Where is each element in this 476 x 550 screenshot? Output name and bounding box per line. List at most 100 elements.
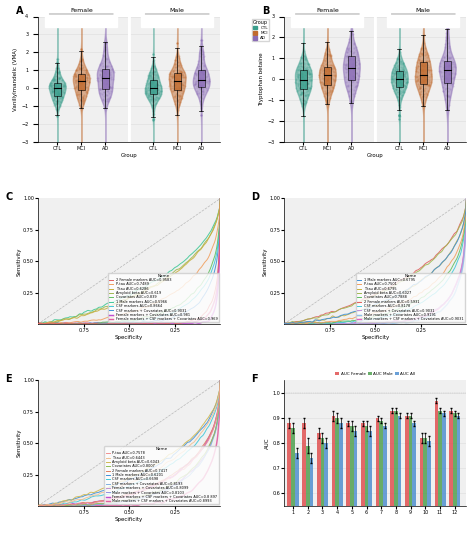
Point [50, 96, 58, 104]
Point [423, 48, 431, 57]
Text: Male: Male [416, 8, 431, 13]
Point [324, 63, 331, 72]
Point [106, 92, 114, 101]
Point [144, 74, 152, 83]
Point [329, 67, 337, 75]
Point [197, 67, 205, 75]
Point [105, 80, 113, 89]
Point [79, 97, 86, 106]
Point [341, 63, 348, 72]
Point [149, 78, 156, 86]
Point [56, 81, 63, 90]
Point [306, 69, 313, 78]
Point [201, 66, 208, 75]
Point [416, 74, 423, 83]
Point [191, 69, 198, 78]
Point [326, 52, 334, 60]
Point [48, 89, 55, 98]
Point [443, 51, 451, 60]
Point [177, 94, 185, 103]
Point [318, 82, 326, 91]
Point [175, 95, 183, 103]
Point [349, 49, 357, 58]
Point [292, 78, 299, 87]
Point [301, 71, 309, 80]
Point [144, 92, 151, 101]
Point [100, 47, 108, 56]
Point [84, 86, 91, 95]
Point [296, 58, 304, 67]
Point [166, 79, 174, 87]
Point [350, 39, 358, 47]
Point [54, 73, 62, 81]
Point [401, 73, 408, 81]
Point [54, 95, 62, 104]
Point [177, 60, 185, 69]
Bar [54, 83, 61, 96]
Point [445, 87, 452, 96]
Point [397, 87, 404, 96]
Point [303, 56, 310, 65]
Point [342, 60, 350, 69]
Point [176, 72, 184, 80]
Point [418, 50, 426, 59]
Point [101, 56, 109, 65]
Point [98, 67, 105, 75]
Point [48, 82, 56, 91]
Point [80, 75, 88, 84]
Point [195, 70, 203, 79]
Point [147, 72, 155, 81]
Point [299, 100, 307, 108]
Point [77, 79, 85, 87]
Point [444, 20, 451, 29]
Point [144, 80, 152, 89]
Point [145, 72, 152, 80]
Point [420, 46, 427, 54]
Point [446, 84, 454, 93]
Point [176, 84, 184, 92]
Point [76, 100, 83, 109]
Point [347, 80, 355, 89]
Point [451, 69, 459, 78]
Point [195, 59, 202, 68]
Point [351, 72, 359, 81]
Point [48, 81, 55, 90]
Point [150, 81, 158, 90]
Point [72, 65, 80, 74]
Point [419, 78, 427, 86]
Bar [365, 426, 368, 550]
Point [347, 47, 355, 56]
Point [438, 77, 446, 86]
Point [300, 100, 308, 108]
Point [55, 90, 63, 98]
Point [307, 76, 315, 85]
Point [56, 68, 63, 77]
Point [52, 92, 60, 101]
Point [148, 78, 155, 87]
Point [148, 84, 155, 92]
Point [72, 77, 79, 86]
Point [442, 83, 449, 92]
Point [327, 52, 334, 60]
Point [85, 78, 92, 86]
Point [196, 85, 204, 94]
Point [437, 68, 445, 77]
Point [396, 85, 403, 94]
Point [148, 88, 155, 97]
Point [100, 88, 108, 97]
Point [103, 90, 110, 99]
Point [56, 100, 63, 109]
Point [451, 63, 458, 72]
Point [151, 67, 159, 75]
Point [402, 78, 409, 87]
Point [177, 91, 185, 100]
Point [441, 62, 448, 71]
Point [54, 75, 62, 84]
Point [304, 87, 312, 96]
Point [171, 59, 179, 68]
Point [296, 73, 304, 82]
Point [103, 62, 110, 71]
Point [445, 101, 452, 109]
Point [399, 61, 407, 70]
Point [294, 72, 302, 81]
